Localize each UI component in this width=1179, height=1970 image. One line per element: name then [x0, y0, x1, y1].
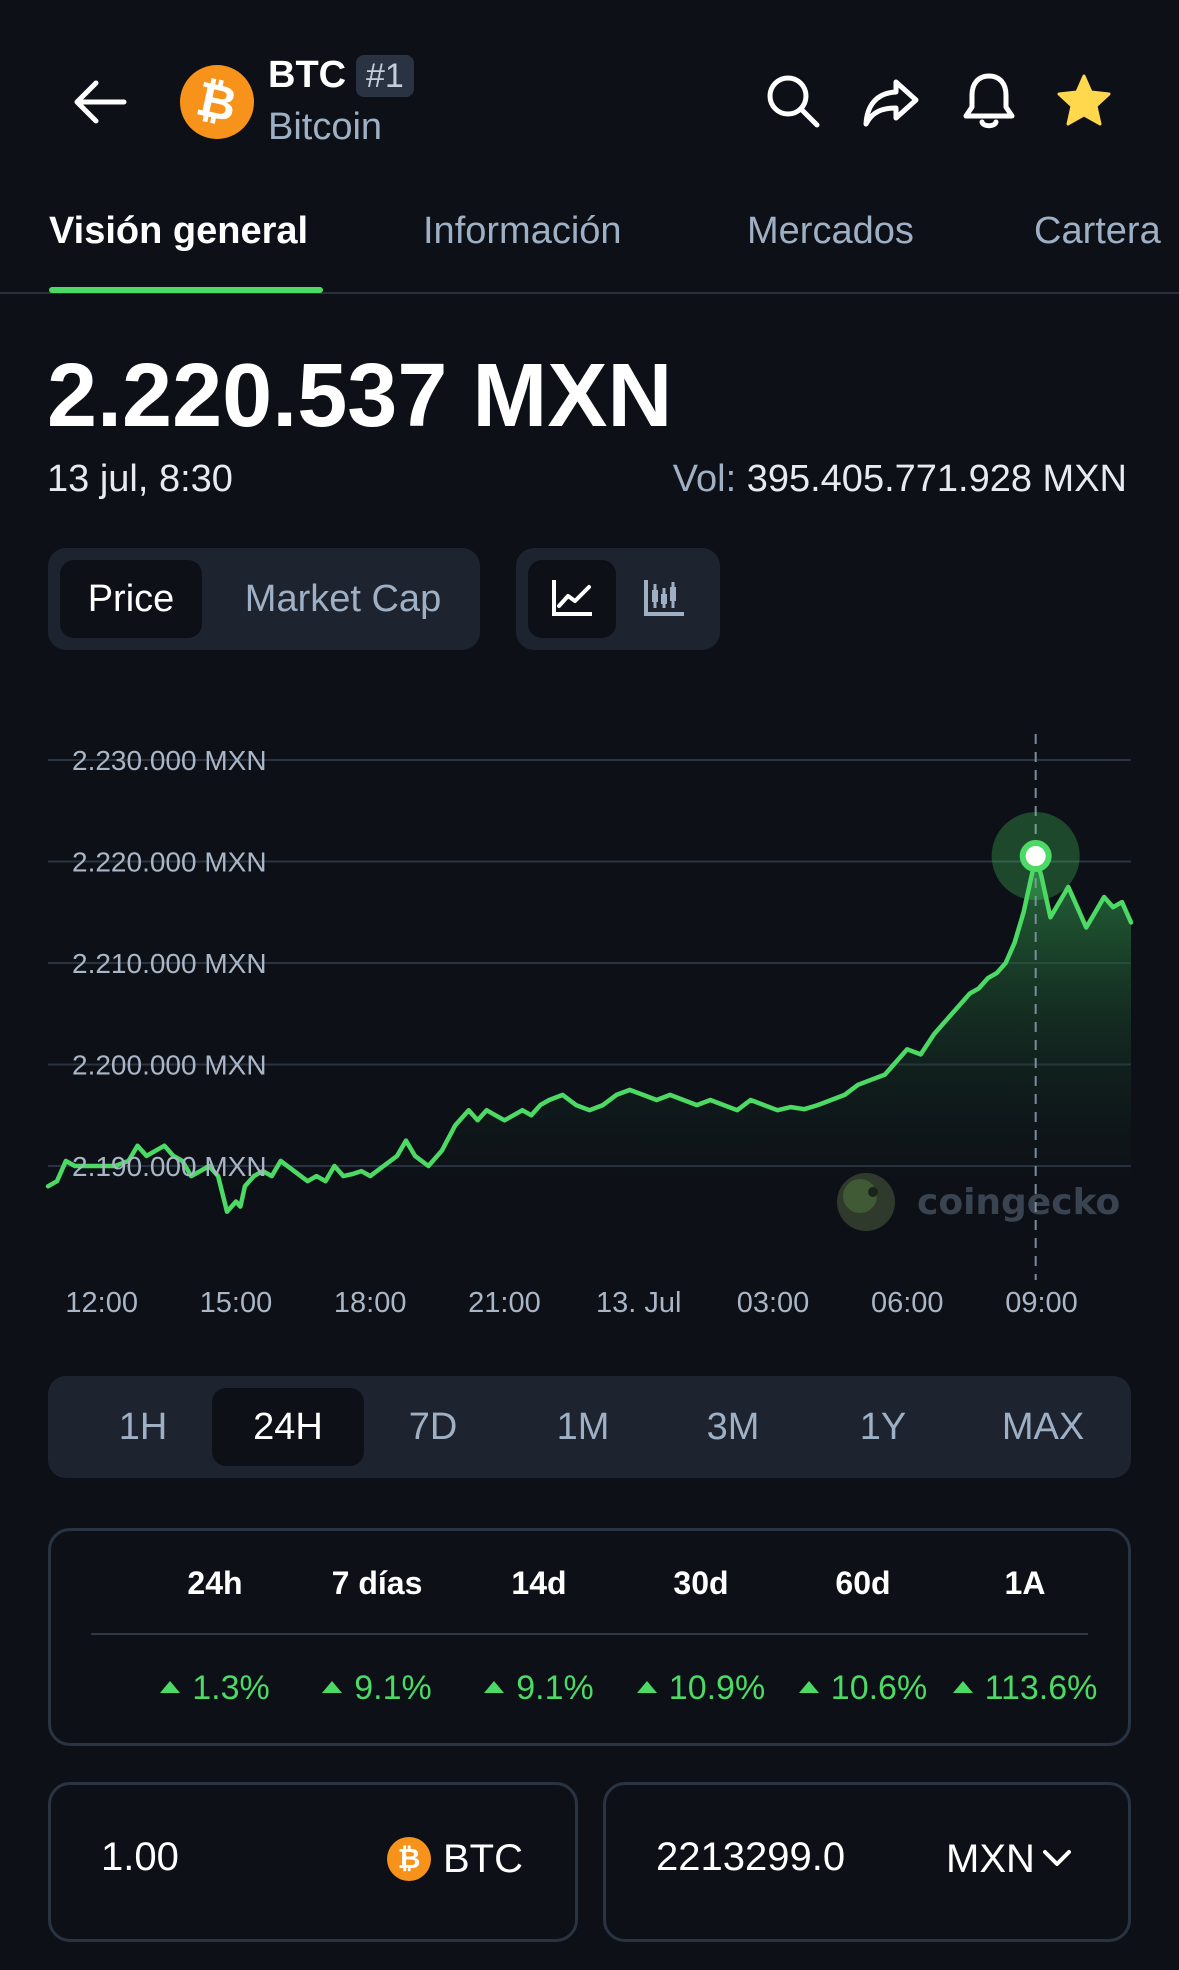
- converter-fiat-field[interactable]: 2213299.0 MXN: [603, 1782, 1131, 1942]
- active-tab-indicator: [49, 287, 323, 293]
- x-tick-label: 21:00: [468, 1287, 541, 1319]
- volume-value: 395.405.771.928 MXN: [746, 458, 1127, 500]
- metric-toggle: Price Market Cap: [48, 548, 480, 650]
- candlestick-chart-icon[interactable]: [620, 560, 708, 638]
- price-chart[interactable]: coingecko 2.230.000 MXN 2.220.000 MXN 2.21…: [0, 700, 1179, 1340]
- volume-label: Vol:: [672, 458, 737, 500]
- share-icon[interactable]: [860, 70, 922, 132]
- x-tick-label: 13. Jul: [596, 1287, 681, 1319]
- up-arrow-icon: [952, 1681, 973, 1693]
- perf-value: 10.6%: [783, 1669, 943, 1708]
- price-line: [45, 853, 1134, 1214]
- line-chart-icon[interactable]: [528, 560, 616, 638]
- converter-crypto-field[interactable]: 1.00 ₿ BTC: [48, 1782, 578, 1942]
- perf-value: 10.9%: [621, 1669, 781, 1708]
- perf-divider: [91, 1633, 1088, 1635]
- coin-name: Bitcoin: [268, 106, 383, 148]
- range-3m[interactable]: 3M: [706, 1406, 760, 1448]
- tab-portfolio[interactable]: Cartera: [1034, 210, 1161, 252]
- highlight-point[interactable]: [1019, 840, 1052, 873]
- volume: Vol: 395.405.771.928 MXN: [673, 458, 1127, 501]
- perf-value: 113.6%: [945, 1669, 1105, 1708]
- back-arrow-icon[interactable]: [70, 72, 130, 132]
- watermark-text: coingecko: [917, 1182, 1120, 1223]
- up-arrow-icon: [322, 1681, 343, 1693]
- y-tick-label: 2.220.000 MXN: [72, 847, 267, 878]
- price-timestamp: 13 jul, 8:30: [47, 458, 233, 500]
- x-tick-label: 03:00: [737, 1287, 810, 1319]
- performance-table: 24h 7 días 14d 30d 60d 1A 1.3% 9.1% 9.1%…: [48, 1528, 1131, 1746]
- bitcoin-small-icon: ₿: [387, 1837, 431, 1881]
- perf-value: 1.3%: [135, 1669, 295, 1708]
- x-tick-label: 09:00: [1005, 1287, 1078, 1319]
- y-tick-label: 2.200.000 MXN: [72, 1050, 267, 1081]
- x-tick-label: 06:00: [871, 1287, 944, 1319]
- up-arrow-icon: [636, 1681, 657, 1693]
- perf-period: 24h: [187, 1565, 243, 1601]
- time-range-selector: 1H 24H 7D 1M 3M 1Y MAX: [48, 1376, 1131, 1478]
- y-tick-label: 2.230.000 MXN: [72, 745, 267, 776]
- chevron-down-icon[interactable]: [1042, 1849, 1072, 1869]
- rank-badge: #1: [356, 55, 414, 97]
- tab-information[interactable]: Información: [423, 210, 622, 252]
- range-1h[interactable]: 1H: [118, 1406, 168, 1448]
- perf-value: 9.1%: [459, 1669, 619, 1708]
- tab-bar: Visión general Información Mercados Cart…: [0, 190, 1179, 294]
- y-tick-label: 2.210.000 MXN: [72, 948, 267, 979]
- chart-type-toggle: [516, 548, 720, 650]
- up-arrow-icon: [160, 1681, 181, 1693]
- perf-period: 14d: [511, 1565, 567, 1601]
- bell-icon[interactable]: [958, 70, 1020, 132]
- x-tick-label: 18:00: [334, 1287, 407, 1319]
- range-7d[interactable]: 7D: [408, 1406, 458, 1448]
- price-area-fill: [48, 856, 1131, 1212]
- perf-period: 60d: [835, 1565, 891, 1601]
- header: ₿ BTC #1 Bitcoin: [0, 0, 1179, 190]
- x-tick-label: 15:00: [200, 1287, 273, 1319]
- y-tick-label: 2.190.000 MXN: [72, 1151, 267, 1182]
- perf-period: 7 días: [331, 1565, 423, 1601]
- price-toggle[interactable]: Price: [60, 560, 202, 638]
- perf-value: 9.1%: [297, 1669, 457, 1708]
- search-icon[interactable]: [762, 70, 824, 132]
- tab-markets[interactable]: Mercados: [747, 210, 914, 252]
- tab-overview[interactable]: Visión general: [49, 210, 309, 252]
- coin-symbol: BTC: [268, 54, 347, 96]
- fiat-amount[interactable]: 2213299.0: [656, 1835, 846, 1879]
- range-max[interactable]: MAX: [1001, 1406, 1085, 1448]
- range-1y[interactable]: 1Y: [859, 1406, 907, 1448]
- coingecko-watermark: coingecko: [837, 1173, 1120, 1231]
- up-arrow-icon: [798, 1681, 819, 1693]
- crypto-currency: BTC: [443, 1837, 523, 1881]
- range-24h[interactable]: 24H: [212, 1388, 364, 1466]
- perf-period: 1A: [1004, 1565, 1046, 1601]
- perf-period: 30d: [673, 1565, 729, 1601]
- fiat-currency[interactable]: MXN: [946, 1837, 1035, 1881]
- range-1m[interactable]: 1M: [556, 1406, 610, 1448]
- x-tick-label: 12:00: [65, 1287, 138, 1319]
- star-icon[interactable]: [1053, 70, 1115, 132]
- crypto-amount[interactable]: 1.00: [101, 1835, 179, 1879]
- market-cap-toggle[interactable]: Market Cap: [244, 578, 442, 620]
- current-price: 2.220.537 MXN: [47, 346, 673, 446]
- up-arrow-icon: [484, 1681, 505, 1693]
- bitcoin-logo-icon: ₿: [180, 65, 254, 139]
